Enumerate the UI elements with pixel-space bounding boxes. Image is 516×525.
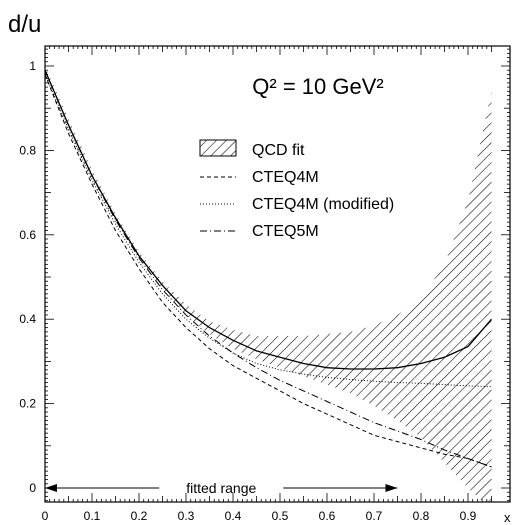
x-axis-label: x (504, 510, 511, 525)
x-tick-label: 0.6 (319, 509, 336, 523)
legend-swatch-qcd-fit (199, 139, 237, 157)
fitted-range-annotation: fitted range (45, 480, 398, 496)
qcd-fit-band (45, 66, 492, 502)
y-axis-label: d/u (8, 11, 41, 38)
y-tick-label: 0.2 (19, 397, 36, 411)
legend-label-cteq4m-modified: CTEQ4M (modified) (252, 196, 394, 213)
fitted-range-label: fitted range (186, 480, 256, 496)
legend-label-qcd-fit: QCD fit (252, 142, 305, 159)
x-tick-label: 0.3 (178, 509, 195, 523)
x-tick-label: 0.1 (84, 509, 101, 523)
fitted-range-arrow-right (385, 484, 398, 492)
x-tick-label: 0.7 (366, 509, 383, 523)
fitted-range-arrow-left (45, 484, 57, 492)
plot-frame (44, 45, 511, 503)
axis-ticks (44, 46, 510, 502)
y-tick-label: 1 (29, 59, 36, 73)
cteq4m-line (45, 74, 492, 468)
legend-label-cteq5m: CTEQ5M (252, 223, 319, 240)
y-tick-label: 0 (29, 481, 36, 495)
y-tick-label: 0.6 (19, 228, 36, 242)
legend-label-cteq4m: CTEQ4M (252, 169, 319, 186)
x-tick-label: 0.2 (131, 509, 148, 523)
x-tick-label: 0.8 (413, 509, 430, 523)
tick-labels: 0 0.1 0.2 0.3 0.4 0.5 0.6 0.7 0.8 0.9 0 0.2 0.4 0.6 0.… (19, 59, 476, 523)
qcd-fit-line (45, 69, 492, 370)
x-tick-label: 0.4 (225, 509, 242, 523)
x-tick-label: 0.5 (272, 509, 289, 523)
chart-title: Q² = 10 GeV² (252, 74, 383, 99)
cteq5m-line (45, 70, 492, 468)
y-tick-label: 0.8 (19, 143, 36, 157)
x-tick-label: 0 (42, 509, 49, 523)
series-layer (45, 66, 492, 502)
legend: QCD fit CTEQ4M CTEQ4M (modified) CTEQ5M (199, 139, 394, 240)
x-tick-label: 0.9 (460, 509, 477, 523)
y-tick-label: 0.4 (19, 312, 36, 326)
